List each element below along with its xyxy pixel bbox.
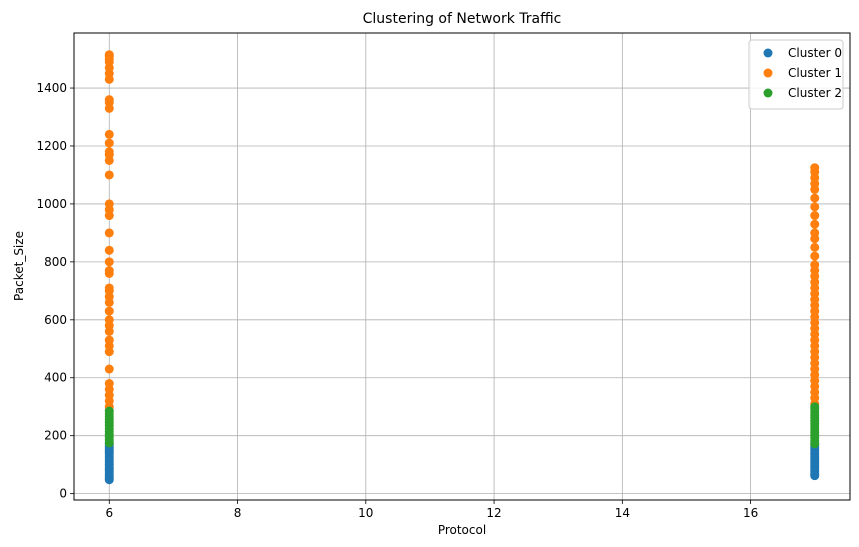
data-point: [104, 364, 114, 374]
data-point: [810, 228, 820, 238]
data-point: [104, 335, 114, 345]
data-point: [104, 406, 114, 416]
data-point: [104, 266, 114, 276]
x-axis-label: Protocol: [438, 523, 486, 537]
data-point: [104, 199, 114, 209]
y-tick-label: 800: [44, 255, 67, 269]
legend-label: Cluster 0: [788, 46, 842, 60]
chart-title: Clustering of Network Traffic: [363, 11, 562, 27]
legend-box: [748, 39, 844, 110]
data-point: [810, 260, 820, 270]
plot-area: [74, 33, 850, 500]
y-tick-label: 600: [44, 313, 67, 327]
data-point: [810, 242, 820, 252]
data-point: [104, 95, 114, 105]
data-point: [104, 283, 114, 293]
y-tick-label: 200: [44, 429, 67, 443]
y-tick-label: 400: [44, 371, 67, 385]
data-point: [104, 306, 114, 316]
data-point: [810, 202, 820, 212]
data-point: [104, 147, 114, 157]
x-tick-label: 10: [358, 506, 373, 520]
grid: [74, 33, 850, 500]
data-point: [104, 315, 114, 325]
data-point: [810, 402, 820, 412]
legend: Cluster 0 Cluster 1 Cluster 2: [748, 39, 844, 110]
data-point: [810, 251, 820, 261]
data-point: [104, 257, 114, 267]
x-tick-label: 12: [486, 506, 501, 520]
x-tick-label: 6: [105, 506, 113, 520]
legend-marker: [763, 68, 773, 78]
data-point: [810, 219, 820, 229]
legend-marker: [763, 48, 773, 58]
data-point: [810, 163, 820, 173]
legend-label: Cluster 2: [788, 86, 842, 100]
data-point: [104, 50, 114, 60]
legend-label: Cluster 1: [788, 66, 842, 80]
x-tick-label: 14: [615, 506, 630, 520]
data-point: [104, 138, 114, 148]
data-point: [810, 211, 820, 221]
x-tick-label: 8: [234, 506, 242, 520]
data-point: [104, 228, 114, 238]
data-point: [104, 170, 114, 180]
data-point: [810, 193, 820, 203]
legend-marker: [763, 88, 773, 98]
y-tick-label: 1000: [36, 197, 67, 211]
y-tick-label: 1400: [36, 81, 67, 95]
x-tick-label: 16: [743, 506, 758, 520]
data-point: [104, 129, 114, 139]
data-point: [104, 245, 114, 255]
y-axis-label: Packet_Size: [12, 231, 26, 301]
y-tick-label: 1200: [36, 139, 67, 153]
data-point: [104, 379, 114, 389]
y-tick-label: 0: [59, 487, 67, 501]
axis-ticks: 6 8 10 12 14 16 0 200 400 600 800 1000 1200 1400: [36, 81, 758, 520]
plot-frame: [73, 32, 851, 501]
data-points: [104, 50, 820, 485]
